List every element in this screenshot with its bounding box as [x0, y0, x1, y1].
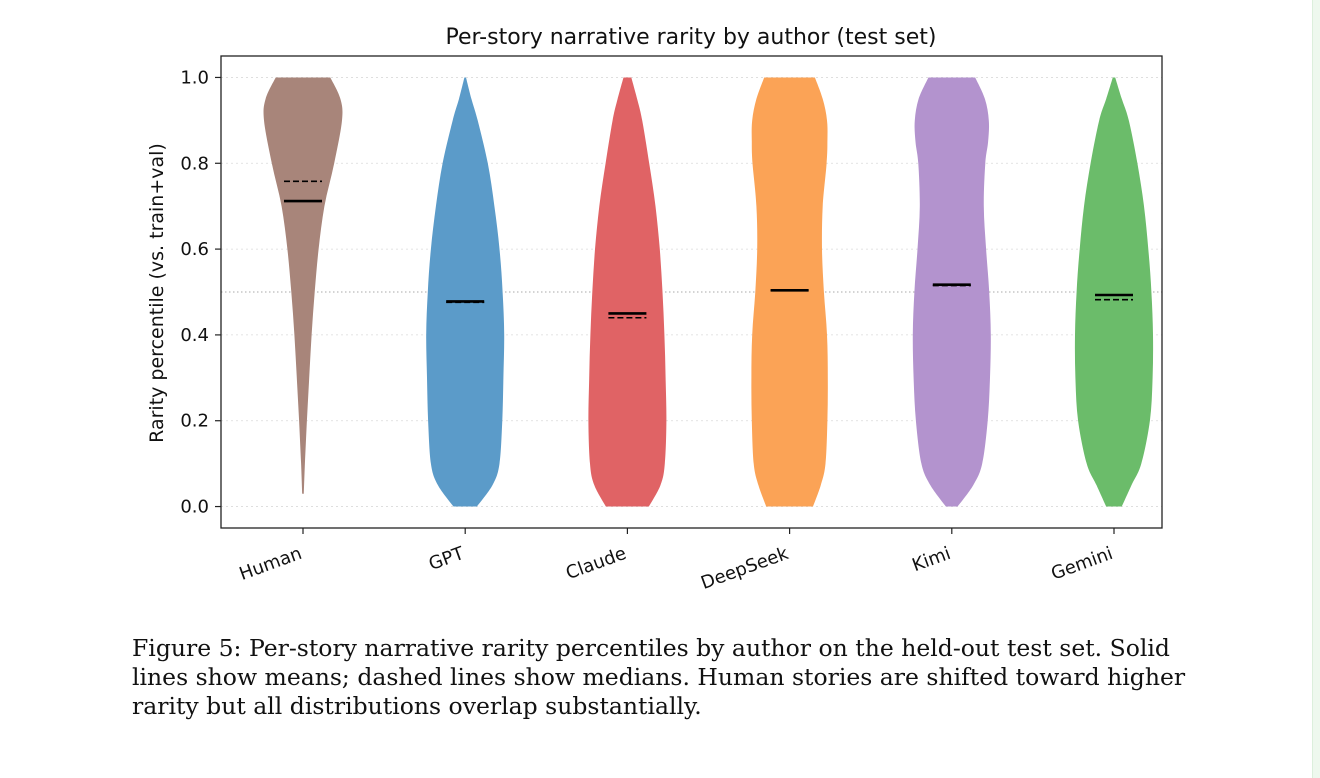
y-ticks: 0.0 0.2 0.4 0.6 0.8 1.0 — [180, 67, 221, 518]
violin-gemini — [1074, 77, 1154, 507]
chart-title: Per-story narrative rarity by author (te… — [446, 25, 937, 50]
y-tick-label-4: 0.8 — [180, 153, 209, 174]
y-tick-label-2: 0.4 — [180, 325, 209, 346]
figure-caption: Figure 5: Per-story narrative rarity per… — [132, 634, 1186, 720]
violin-gpt — [426, 77, 505, 507]
violin-claude — [588, 77, 667, 507]
x-tick-label-5: Gemini — [1048, 543, 1115, 585]
grid-lines — [221, 77, 1162, 507]
y-tick-label-1: 0.2 — [180, 411, 209, 432]
page-edge — [1312, 0, 1320, 778]
violin-deepseek — [751, 77, 828, 507]
y-tick-label-0: 0.0 — [180, 497, 209, 518]
x-tick-label-2: Claude — [563, 543, 629, 584]
violin-kimi — [912, 77, 991, 507]
x-tick-label-3: DeepSeek — [698, 543, 792, 594]
y-tick-label-5: 1.0 — [180, 67, 209, 88]
x-tick-label-4: Kimi — [909, 543, 953, 576]
x-tick-label-0: Human — [237, 543, 305, 585]
violins — [263, 77, 1154, 507]
y-axis-label: Rarity percentile (vs. train+val) — [146, 143, 168, 443]
plot-frame — [220, 55, 1163, 529]
mean-median-lines — [284, 180, 1133, 319]
violin-chart: Per-story narrative rarity by author (te… — [146, 25, 1163, 594]
x-tick-label-1: GPT — [426, 543, 468, 575]
violin-human — [263, 77, 343, 494]
y-tick-label-3: 0.6 — [180, 239, 209, 260]
x-ticks: Human GPT Claude DeepSeek Kimi Gemini — [237, 528, 1116, 594]
